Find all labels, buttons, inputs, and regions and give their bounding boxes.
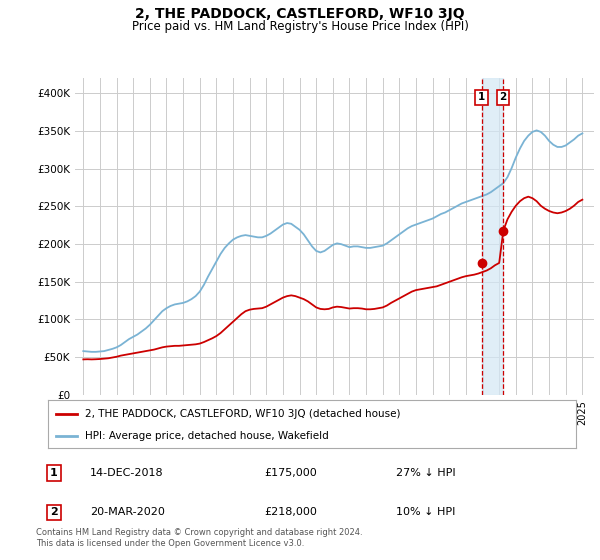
Text: £218,000: £218,000 [264, 507, 317, 517]
Text: Price paid vs. HM Land Registry's House Price Index (HPI): Price paid vs. HM Land Registry's House … [131, 20, 469, 32]
Text: 2, THE PADDOCK, CASTLEFORD, WF10 3JQ: 2, THE PADDOCK, CASTLEFORD, WF10 3JQ [135, 7, 465, 21]
Text: 1: 1 [50, 468, 58, 478]
Text: 2: 2 [499, 92, 506, 102]
Text: HPI: Average price, detached house, Wakefield: HPI: Average price, detached house, Wake… [85, 431, 329, 441]
Text: £175,000: £175,000 [264, 468, 317, 478]
Bar [482, 78, 503, 395]
Text: Contains HM Land Registry data © Crown copyright and database right 2024.
This d: Contains HM Land Registry data © Crown c… [36, 528, 362, 548]
Text: 10% ↓ HPI: 10% ↓ HPI [396, 507, 455, 517]
Text: 2: 2 [50, 507, 58, 517]
Text: 20-MAR-2020: 20-MAR-2020 [90, 507, 165, 517]
Text: 14-DEC-2018: 14-DEC-2018 [90, 468, 164, 478]
Text: 1: 1 [478, 92, 485, 102]
Text: 2, THE PADDOCK, CASTLEFORD, WF10 3JQ (detached house): 2, THE PADDOCK, CASTLEFORD, WF10 3JQ (de… [85, 409, 400, 419]
Text: 27% ↓ HPI: 27% ↓ HPI [396, 468, 455, 478]
